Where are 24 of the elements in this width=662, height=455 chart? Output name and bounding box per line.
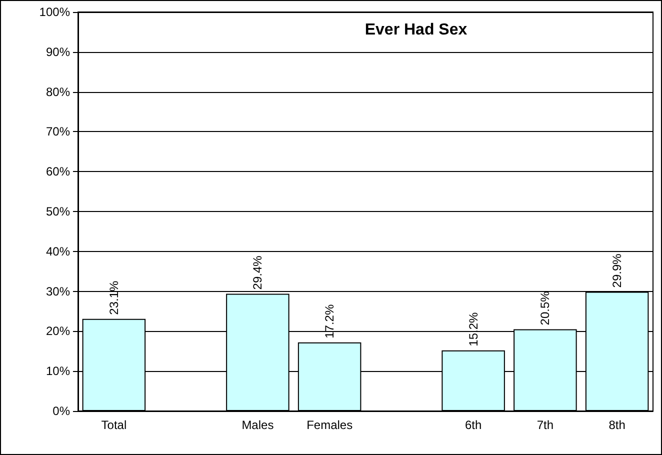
data-label: 17.2% xyxy=(322,304,337,338)
y-tick-label: 0% xyxy=(52,404,70,418)
data-label: 15.2% xyxy=(466,312,480,346)
x-tick-label: Males xyxy=(242,418,274,432)
y-tick-label: 40% xyxy=(46,244,70,258)
x-tick-label: 7th xyxy=(536,418,554,432)
x-tick-label: Total xyxy=(101,418,127,432)
y-tick-label: 80% xyxy=(46,84,70,99)
x-tick-label: 8th xyxy=(608,418,626,432)
y-tick-label: 100% xyxy=(39,5,70,19)
x-tick-label: 6th xyxy=(464,418,482,432)
data-label: 29.9% xyxy=(610,253,624,288)
text: Ever Had Sex xyxy=(364,22,468,38)
data-label: 20.5% xyxy=(538,290,552,326)
y-tick-label: 50% xyxy=(46,204,70,218)
data-label: 29.4% xyxy=(250,255,265,290)
y-tick-label: 10% xyxy=(46,364,70,378)
x-tick-label: Females xyxy=(306,418,353,432)
y-tick-label: 70% xyxy=(46,124,70,139)
y-tick-label: 20% xyxy=(46,324,70,338)
y-tick-label: 60% xyxy=(46,164,70,179)
y-tick-label: 30% xyxy=(46,284,70,298)
data-label: 23.1% xyxy=(106,280,121,315)
y-tick-label: 90% xyxy=(46,44,70,59)
